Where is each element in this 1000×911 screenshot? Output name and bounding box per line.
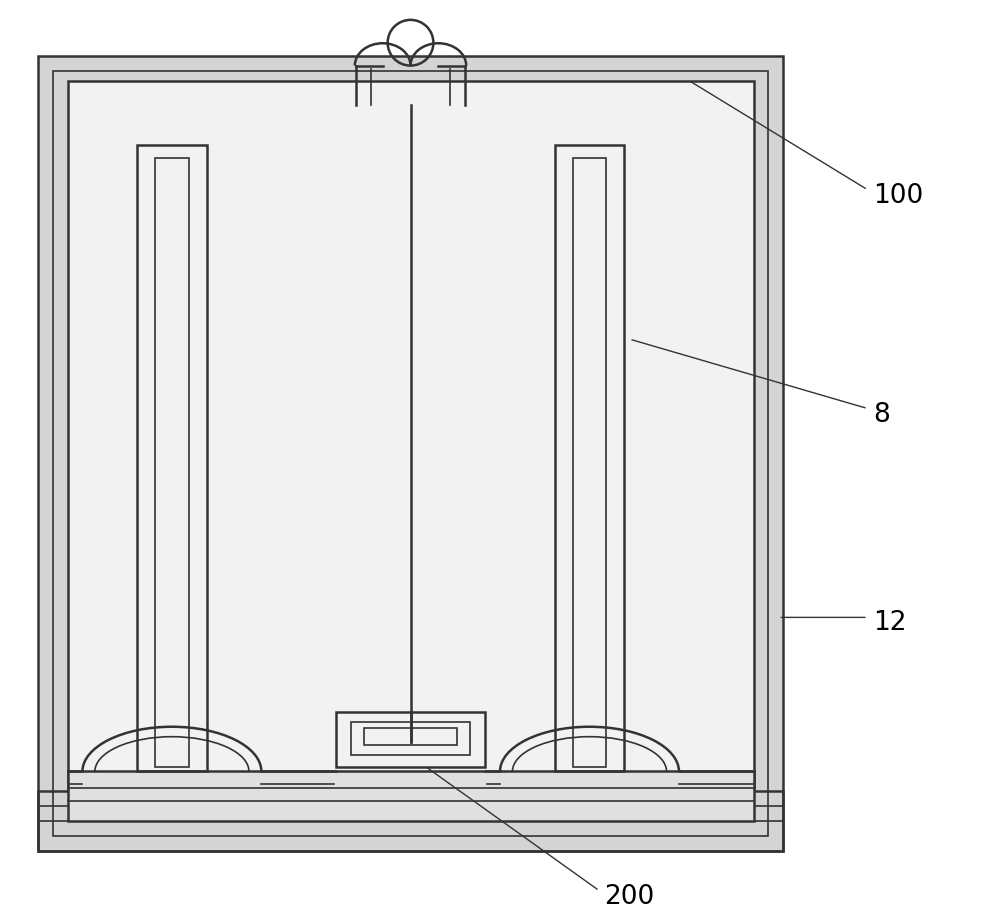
Text: 100: 100: [873, 182, 923, 209]
Text: 8: 8: [873, 401, 890, 427]
Bar: [555, 146, 624, 772]
Bar: [364, 728, 457, 745]
Text: 200: 200: [604, 883, 655, 909]
Bar: [155, 159, 189, 767]
Bar: [38, 56, 783, 851]
Bar: [38, 56, 783, 851]
Bar: [68, 81, 754, 822]
Bar: [68, 772, 754, 822]
Bar: [336, 712, 485, 767]
Text: 12: 12: [873, 609, 906, 636]
Bar: [351, 722, 470, 754]
Bar: [137, 146, 207, 772]
Bar: [573, 159, 606, 767]
Bar: [38, 792, 783, 851]
Bar: [53, 71, 768, 836]
